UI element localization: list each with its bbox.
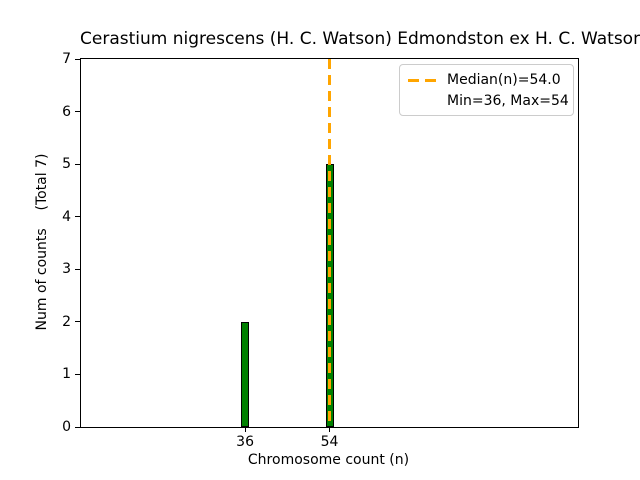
legend: Median(n)=54.0 Min=36, Max=54 — [399, 64, 574, 116]
y-tick-mark — [75, 111, 80, 113]
y-tick-label: 0 — [62, 419, 71, 435]
y-tick-mark — [75, 58, 80, 60]
y-tick-label: 2 — [62, 313, 71, 330]
x-tick-mark — [329, 427, 330, 432]
y-tick-mark — [75, 373, 80, 375]
legend-label-minmax: Min=36, Max=54 — [447, 93, 569, 109]
legend-dash-marker — [408, 78, 436, 82]
legend-entry-median: Median(n)=54.0 — [408, 71, 565, 89]
y-tick-mark — [75, 321, 80, 323]
y-tick-label: 5 — [62, 156, 71, 173]
legend-label-median: Median(n)=54.0 — [447, 72, 561, 88]
y-tick-label: 1 — [62, 366, 71, 383]
y-tick-label: 7 — [62, 51, 71, 67]
y-tick-label: 4 — [62, 208, 71, 225]
legend-entry-minmax: Min=36, Max=54 — [408, 92, 569, 110]
plot-area: Median(n)=54.0 Min=36, Max=54 0 1 2 3 4 5 6 7 36… — [62, 51, 579, 450]
x-axis-label: Chromosome count (n) — [247, 452, 410, 468]
bar — [241, 321, 250, 427]
median-line — [328, 59, 331, 427]
chart-title: Cerastium nigrescens (H. C. Watson) Edmo… — [80, 29, 640, 49]
y-tick-label: 6 — [62, 103, 71, 120]
x-tick-label: 36 — [236, 434, 254, 450]
y-tick-mark — [75, 426, 80, 428]
y-tick-mark — [75, 216, 80, 218]
y-axis-label: Num of counts (Total 7) — [34, 153, 50, 331]
x-tick-mark — [244, 427, 246, 432]
y-tick-mark — [75, 268, 80, 270]
y-tick-label: 3 — [62, 261, 71, 278]
y-tick-mark — [75, 163, 80, 165]
x-tick-label: 54 — [320, 434, 339, 450]
legend-marker-spacer — [408, 100, 436, 103]
